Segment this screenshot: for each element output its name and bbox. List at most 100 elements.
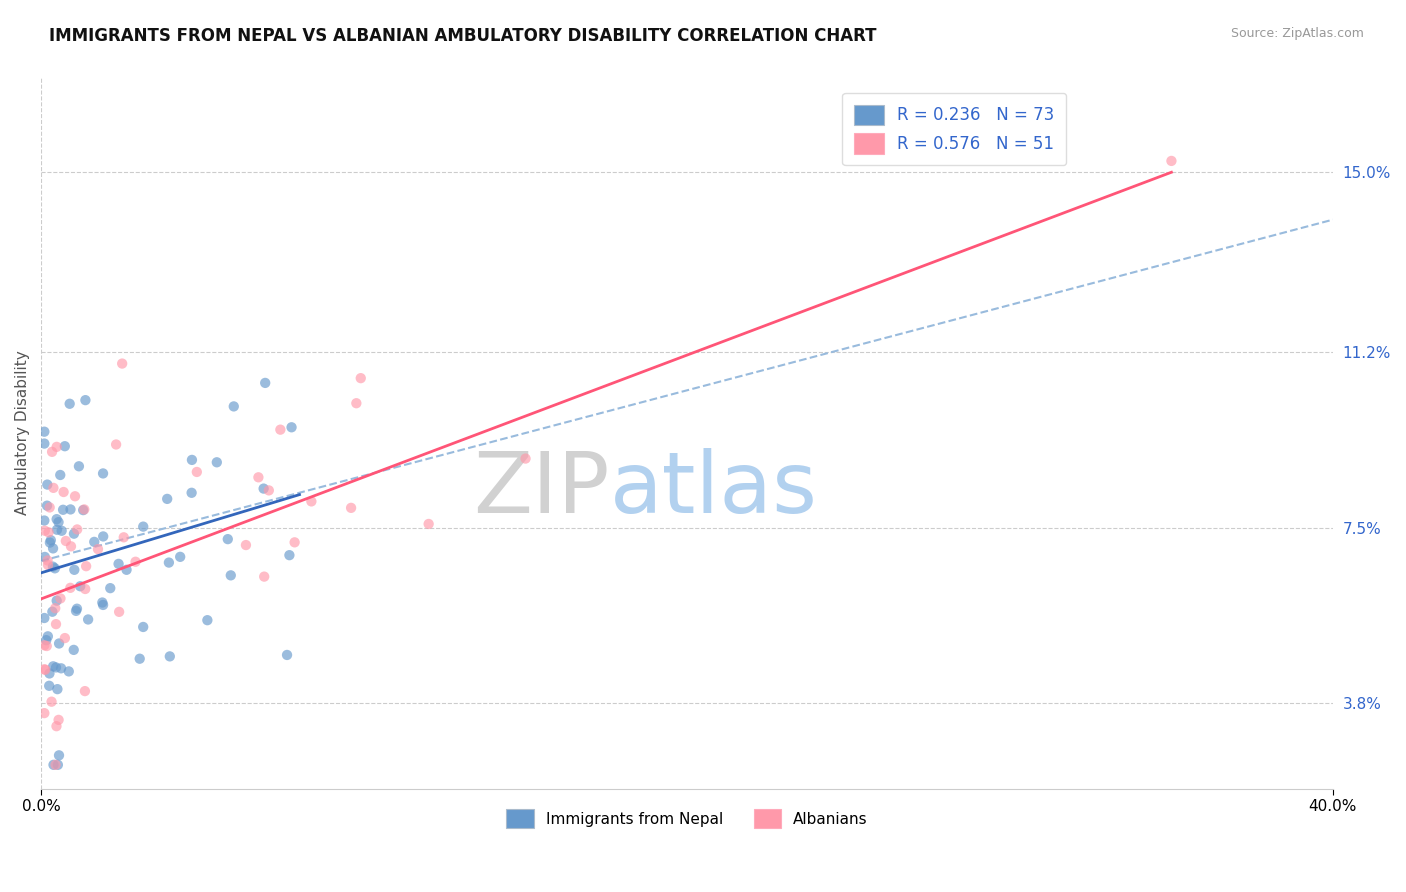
Point — [98, 581, 121, 595]
Point — [115, 563, 138, 577]
Point — [253, 482, 276, 496]
Point — [34, 706, 56, 720]
Point — [52, 503, 75, 517]
Point — [72, 503, 94, 517]
Point — [73, 684, 96, 698]
Point — [37, 477, 59, 491]
Point — [59, 397, 82, 411]
Point — [280, 420, 302, 434]
Point — [299, 494, 322, 508]
Point — [132, 620, 155, 634]
Point — [41, 605, 63, 619]
Point — [63, 489, 86, 503]
Point — [66, 523, 89, 537]
Point — [418, 516, 440, 531]
Point — [105, 437, 128, 451]
Point — [53, 631, 76, 645]
Point — [63, 526, 86, 541]
Point — [34, 425, 56, 439]
Point — [34, 611, 56, 625]
Point — [156, 491, 179, 506]
Point — [35, 633, 58, 648]
Point — [269, 423, 291, 437]
Point — [107, 557, 129, 571]
Point — [38, 535, 60, 549]
Point — [42, 541, 65, 556]
Legend: Immigrants from Nepal, Albanians: Immigrants from Nepal, Albanians — [501, 804, 875, 834]
Point — [34, 663, 56, 677]
Point — [66, 601, 89, 615]
Point — [52, 485, 75, 500]
Point — [186, 465, 208, 479]
Point — [91, 598, 114, 612]
Text: Source: ZipAtlas.com: Source: ZipAtlas.com — [1230, 27, 1364, 40]
Point — [284, 535, 307, 549]
Point — [49, 467, 72, 482]
Point — [38, 500, 60, 515]
Point — [132, 519, 155, 533]
Point — [45, 757, 67, 772]
Point — [34, 662, 56, 676]
Point — [350, 371, 373, 385]
Point — [58, 665, 80, 679]
Point — [91, 529, 114, 543]
Point — [69, 579, 91, 593]
Point — [35, 499, 58, 513]
Point — [59, 502, 82, 516]
Point — [46, 523, 69, 537]
Point — [91, 595, 114, 609]
Point — [75, 582, 97, 596]
Point — [38, 679, 60, 693]
Point — [111, 357, 134, 371]
Point — [34, 524, 56, 538]
Point — [108, 605, 131, 619]
Point — [62, 643, 84, 657]
Point — [77, 612, 100, 626]
Point — [217, 532, 239, 546]
Point — [55, 533, 77, 548]
Point — [253, 569, 276, 583]
Point — [219, 568, 242, 582]
Point — [34, 638, 56, 652]
Point — [39, 533, 62, 548]
Point — [45, 512, 67, 526]
Point — [278, 548, 301, 562]
Point — [48, 748, 70, 763]
Point — [34, 514, 56, 528]
Point — [222, 400, 245, 414]
Point — [42, 481, 65, 495]
Point — [73, 502, 96, 516]
Point — [44, 561, 66, 575]
Point — [45, 719, 67, 733]
Point — [344, 396, 367, 410]
Point — [37, 629, 59, 643]
Point — [87, 542, 110, 557]
Point — [67, 459, 90, 474]
Point — [45, 440, 67, 454]
Point — [75, 559, 97, 574]
Point — [247, 470, 270, 484]
Point — [42, 559, 65, 574]
Point — [37, 558, 59, 572]
Point — [195, 613, 218, 627]
Point — [181, 453, 204, 467]
Point — [75, 393, 97, 408]
Point — [91, 467, 114, 481]
Point — [45, 593, 67, 607]
Point — [53, 439, 76, 453]
Point — [44, 601, 66, 615]
Point — [45, 660, 67, 674]
Point — [59, 581, 82, 595]
Point — [112, 530, 135, 544]
Text: ZIP: ZIP — [472, 449, 609, 532]
Point — [276, 648, 298, 662]
Point — [340, 500, 363, 515]
Point — [169, 549, 191, 564]
Point — [46, 757, 69, 772]
Point — [65, 604, 87, 618]
Point — [257, 483, 280, 498]
Text: IMMIGRANTS FROM NEPAL VS ALBANIAN AMBULATORY DISABILITY CORRELATION CHART: IMMIGRANTS FROM NEPAL VS ALBANIAN AMBULA… — [49, 27, 877, 45]
Point — [42, 659, 65, 673]
Point — [42, 757, 65, 772]
Point — [34, 436, 56, 450]
